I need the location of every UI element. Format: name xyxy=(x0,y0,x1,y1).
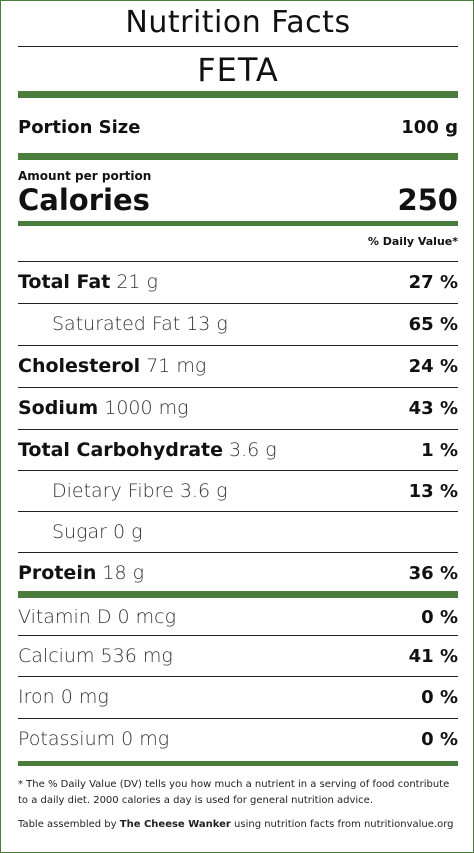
vitamin-name: Calcium xyxy=(18,645,95,667)
nutrient-row-cholesterol: Cholesterol 71 mg 24 % xyxy=(18,346,458,386)
food-name: FETA xyxy=(197,51,279,89)
divider xyxy=(18,635,458,636)
divider xyxy=(18,345,458,346)
divider-thick xyxy=(18,761,458,766)
nutrient-dv: 13 % xyxy=(408,480,458,502)
credit-suffix: using nutrition facts from nutritionvalu… xyxy=(234,819,454,830)
credit-author: The Cheese Wanker xyxy=(119,819,231,830)
nutrient-amount: 3.6 g xyxy=(179,480,228,502)
divider xyxy=(18,470,458,471)
nutrient-amount: 1000 mg xyxy=(104,397,189,419)
vitamin-amount: 0 mg xyxy=(121,728,170,750)
vitamin-dv: 0 % xyxy=(421,686,458,708)
nutrient-amount: 18 g xyxy=(102,562,145,584)
nutrient-dv: 43 % xyxy=(408,397,458,419)
divider xyxy=(18,46,458,47)
divider-thick xyxy=(18,153,458,160)
calories-label: Calories xyxy=(18,183,150,217)
nutrient-name: Sodium xyxy=(18,397,99,419)
divider-thick xyxy=(18,221,458,226)
footnote: * The % Daily Value (DV) tells you how m… xyxy=(18,779,450,806)
nutrient-row-dietary-fibre: Dietary Fibre 3.6 g 13 % xyxy=(18,471,458,511)
vitamin-name: Vitamin D xyxy=(18,606,112,628)
nutrient-row-saturated-fat: Saturated Fat 13 g 65 % xyxy=(18,304,458,344)
vitamin-row-iron: Iron 0 mg 0 % xyxy=(18,677,458,717)
portion-size-row: Portion Size 100 g xyxy=(18,111,458,143)
nutrient-amount: 0 g xyxy=(113,521,143,543)
vitamin-amount: 536 mg xyxy=(100,645,173,667)
nutrient-name: Protein xyxy=(18,562,97,584)
vitamin-dv: 0 % xyxy=(421,728,458,750)
nutrient-name: Total Fat xyxy=(18,271,111,293)
divider xyxy=(18,387,458,388)
nutrient-name: Dietary Fibre xyxy=(52,480,174,502)
nutrient-amount: 13 g xyxy=(186,313,228,335)
daily-value-header: % Daily Value* xyxy=(367,235,458,248)
calories-value: 250 xyxy=(397,183,458,217)
nutrient-row-sugar: Sugar 0 g xyxy=(18,512,458,552)
vitamin-name: Potassium xyxy=(18,728,116,750)
divider-thick xyxy=(18,591,458,598)
vitamin-amount: 0 mcg xyxy=(117,606,176,628)
divider xyxy=(18,676,458,677)
divider xyxy=(18,552,458,553)
credit-line: Table assembled by The Cheese Wanker usi… xyxy=(18,819,458,830)
nutrient-amount: 21 g xyxy=(116,271,158,293)
nutrient-dv: 24 % xyxy=(408,355,458,377)
divider xyxy=(18,511,458,512)
divider-thick xyxy=(18,91,458,98)
vitamin-name: Iron xyxy=(18,686,55,708)
label-title: Nutrition Facts xyxy=(125,5,351,40)
nutrient-row-total-carbohydrate: Total Carbohydrate 3.6 g 1 % xyxy=(18,430,458,470)
vitamin-row-vitamin-d: Vitamin D 0 mcg 0 % xyxy=(18,597,458,637)
calories-row: Calories 250 xyxy=(18,181,458,219)
nutrient-amount: 3.6 g xyxy=(229,439,277,461)
divider xyxy=(18,261,458,262)
nutrient-name: Saturated Fat xyxy=(52,313,181,335)
vitamin-dv: 0 % xyxy=(421,606,458,628)
nutrient-name: Cholesterol xyxy=(18,355,141,377)
vitamin-row-calcium: Calcium 536 mg 41 % xyxy=(18,636,458,676)
nutrient-name: Total Carbohydrate xyxy=(18,439,223,461)
nutrient-dv: 27 % xyxy=(408,271,458,293)
nutrient-dv: 36 % xyxy=(408,562,458,584)
nutrient-row-total-fat: Total Fat 21 g 27 % xyxy=(18,262,458,302)
portion-size-label: Portion Size xyxy=(18,116,141,138)
divider xyxy=(18,303,458,304)
credit-prefix: Table assembled by xyxy=(18,819,117,830)
nutrient-row-sodium: Sodium 1000 mg 43 % xyxy=(18,388,458,428)
vitamin-row-potassium: Potassium 0 mg 0 % xyxy=(18,719,458,759)
vitamin-amount: 0 mg xyxy=(60,686,109,708)
nutrient-dv: 65 % xyxy=(408,313,458,335)
amount-per-portion: Amount per portion xyxy=(18,169,152,183)
nutrient-amount: 71 mg xyxy=(146,355,207,377)
nutrient-dv: 1 % xyxy=(421,439,458,461)
divider xyxy=(18,429,458,430)
portion-size-value: 100 g xyxy=(401,116,458,138)
nutrient-name: Sugar xyxy=(52,521,107,543)
nutrient-row-protein: Protein 18 g 36 % xyxy=(18,553,458,593)
divider xyxy=(18,718,458,719)
vitamin-dv: 41 % xyxy=(408,645,458,667)
